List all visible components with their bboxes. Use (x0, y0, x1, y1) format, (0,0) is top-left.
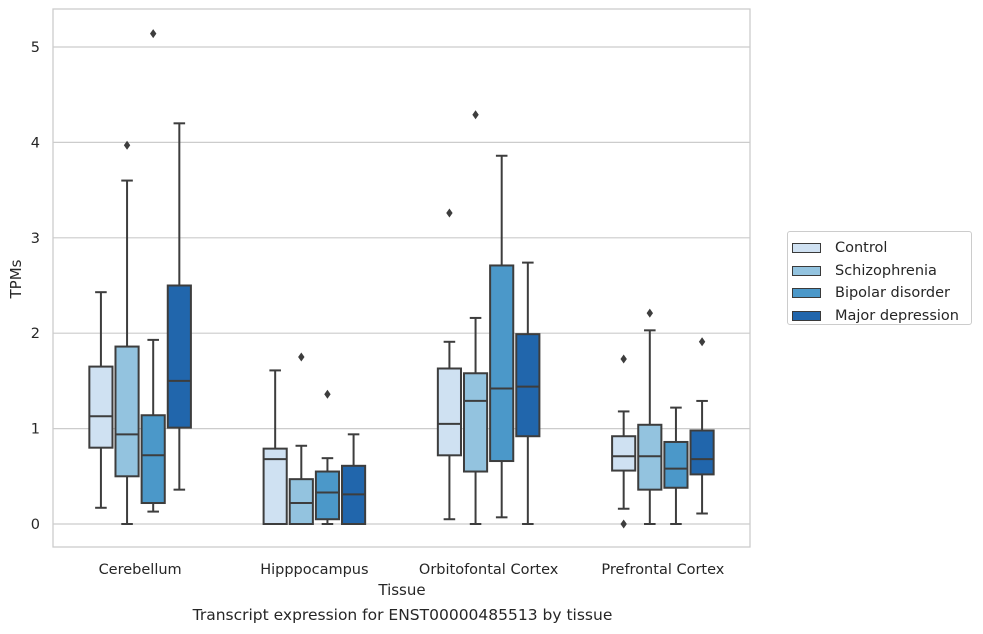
box-bipolar-disorder (663, 406, 689, 525)
box-schizophrenia (114, 140, 140, 525)
box-bipolar-disorder (314, 389, 341, 525)
y-tick-labels: 0 1 2 3 4 5 (31, 40, 40, 533)
box-body (462, 372, 489, 473)
box-body (114, 345, 140, 478)
box-body (611, 435, 637, 472)
y-tick-label: 3 (31, 231, 40, 247)
outlier-point (646, 308, 654, 318)
outlier-point (620, 354, 627, 364)
outlier-point (149, 29, 157, 39)
legend-label: Schizophrenia (835, 262, 937, 279)
box-body (663, 440, 689, 489)
y-axis-label: TPMs (7, 259, 25, 299)
y-tick-label: 5 (31, 40, 40, 56)
box-major-depression (689, 337, 715, 515)
x-tick-labels: Cerebellum Hipppocampus Orbitofontal Corte… (99, 562, 725, 578)
legend-swatch (792, 288, 821, 299)
legend-item: Control (792, 237, 971, 260)
box-body (140, 414, 166, 505)
outlier-point (446, 208, 453, 218)
y-tick-label: 4 (31, 135, 40, 151)
box-schizophrenia (462, 110, 489, 525)
legend: Control Schizophrenia Bipolar disorder Majo… (787, 231, 972, 325)
outlier-point (324, 389, 331, 399)
box-major-depression (515, 261, 541, 525)
legend-swatch (792, 243, 821, 254)
box-series (88, 29, 715, 529)
box-body (489, 264, 515, 463)
box-body (515, 333, 541, 438)
x-axis-label: Tissue (377, 581, 425, 599)
x-tick-label: Prefrontal Cortex (601, 562, 724, 578)
box-body (166, 284, 192, 429)
outlier-point (298, 352, 305, 362)
x-tick-label: Orbitofontal Cortex (419, 562, 559, 578)
legend-label: Control (835, 240, 888, 257)
outlier-point (472, 110, 479, 120)
chart-caption: Transcript expression for ENST0000048551… (192, 606, 613, 624)
box-schizophrenia (288, 352, 314, 525)
legend-swatch (792, 310, 821, 321)
outlier-point (698, 337, 706, 347)
box-bipolar-disorder (489, 154, 515, 519)
box-body (689, 429, 715, 476)
outlier-point (620, 519, 627, 529)
legend-item: Major depression (792, 305, 971, 328)
x-tick-label: Hipppocampus (260, 562, 368, 578)
box-control (436, 208, 462, 521)
box-body (436, 367, 462, 457)
box-body (88, 365, 114, 449)
box-major-depression (166, 122, 192, 491)
legend-swatch (792, 265, 821, 276)
x-tick-label: Cerebellum (99, 562, 182, 578)
box-body (288, 478, 314, 525)
box-control (262, 369, 288, 525)
box-body (262, 447, 288, 525)
box-schizophrenia (637, 308, 663, 525)
legend-item: Bipolar disorder (792, 282, 971, 305)
legend-item: Schizophrenia (792, 260, 971, 283)
box-body (314, 470, 341, 521)
box-major-depression (341, 433, 367, 525)
y-tick-label: 1 (31, 422, 40, 438)
box-control (88, 291, 114, 509)
legend-label: Major depression (835, 307, 959, 324)
box-control (611, 354, 637, 529)
box-bipolar-disorder (140, 29, 166, 513)
legend-label: Bipolar disorder (835, 285, 950, 302)
y-tick-label: 0 (31, 517, 40, 533)
y-tick-label: 2 (31, 326, 40, 342)
outlier-point (123, 140, 131, 150)
